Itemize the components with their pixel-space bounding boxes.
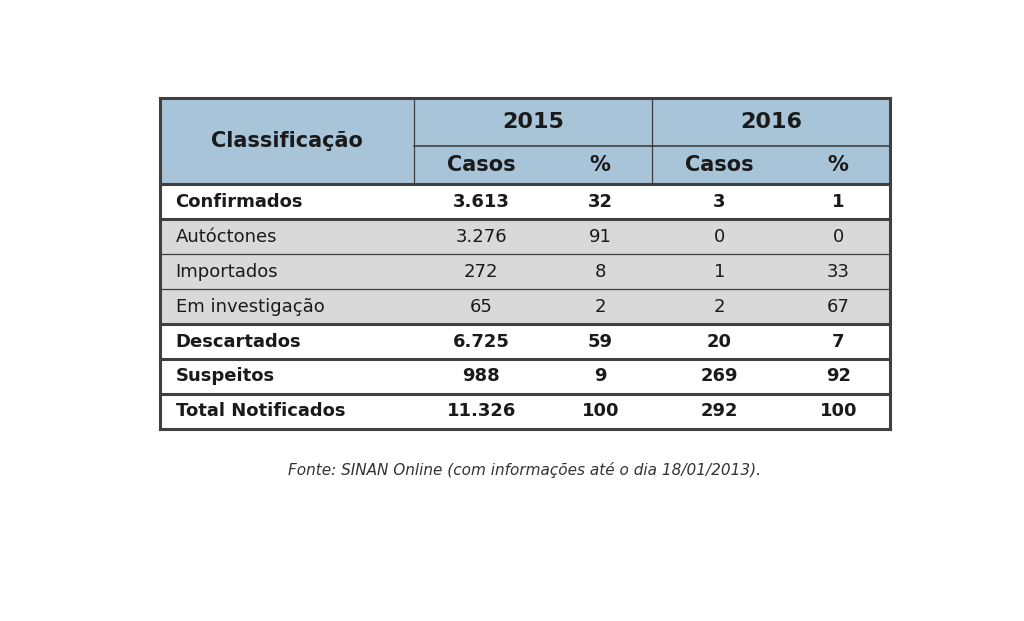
Text: 9: 9	[594, 368, 606, 386]
Text: 91: 91	[589, 228, 611, 246]
Text: 67: 67	[826, 297, 850, 315]
Text: 32: 32	[588, 193, 612, 211]
Text: 3.613: 3.613	[453, 193, 510, 211]
Text: 0: 0	[833, 228, 844, 246]
Text: 3: 3	[713, 193, 725, 211]
Text: 1: 1	[833, 193, 845, 211]
Text: 20: 20	[707, 333, 732, 351]
Text: Em investigação: Em investigação	[176, 297, 325, 315]
Text: Total Notificados: Total Notificados	[176, 402, 345, 420]
Text: 7: 7	[833, 333, 845, 351]
Text: 2: 2	[714, 297, 725, 315]
Bar	[160, 98, 890, 184]
Bar	[160, 394, 890, 429]
Text: Fonte: SINAN Online (com informações até o dia 18/01/2013).: Fonte: SINAN Online (com informações até…	[289, 462, 761, 478]
Text: Casos: Casos	[446, 155, 515, 175]
Text: 3.276: 3.276	[456, 228, 507, 246]
Bar	[160, 184, 890, 219]
Bar	[160, 324, 890, 359]
Text: 8: 8	[595, 263, 606, 281]
Text: 11.326: 11.326	[446, 402, 516, 420]
Text: %: %	[827, 155, 849, 175]
Text: 65: 65	[470, 297, 493, 315]
Text: 92: 92	[825, 368, 851, 386]
Text: 272: 272	[464, 263, 499, 281]
Text: 269: 269	[700, 368, 738, 386]
Text: 2: 2	[595, 297, 606, 315]
Text: 988: 988	[462, 368, 500, 386]
Text: Confirmados: Confirmados	[176, 193, 303, 211]
Text: 100: 100	[819, 402, 857, 420]
Bar	[160, 359, 890, 394]
Text: Classificação: Classificação	[211, 132, 362, 152]
Text: Casos: Casos	[685, 155, 754, 175]
Text: %: %	[590, 155, 610, 175]
Text: 59: 59	[588, 333, 612, 351]
Text: Suspeitos: Suspeitos	[176, 368, 274, 386]
Text: Importados: Importados	[176, 263, 279, 281]
Text: 2015: 2015	[502, 112, 563, 132]
Text: 1: 1	[714, 263, 725, 281]
Text: 292: 292	[700, 402, 738, 420]
Text: Descartados: Descartados	[176, 333, 301, 351]
Bar	[160, 289, 890, 324]
Text: 2016: 2016	[739, 112, 802, 132]
Text: Autóctones: Autóctones	[176, 228, 278, 246]
Text: 6.725: 6.725	[453, 333, 510, 351]
Text: 33: 33	[826, 263, 850, 281]
Text: 0: 0	[714, 228, 725, 246]
Bar	[160, 255, 890, 289]
Text: 100: 100	[582, 402, 618, 420]
Bar	[160, 219, 890, 255]
